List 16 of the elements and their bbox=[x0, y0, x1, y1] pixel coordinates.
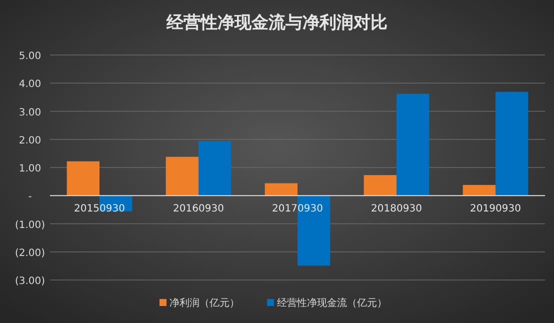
legend-label: 净利润（亿元） bbox=[170, 297, 240, 309]
x-tick-label: 20190930 bbox=[470, 204, 521, 215]
y-tick-label: - bbox=[28, 192, 32, 203]
x-tick-label: 20170930 bbox=[272, 204, 323, 215]
y-tick-label: 1.00 bbox=[18, 164, 42, 174]
y-tick-label: (3.00) bbox=[14, 276, 46, 287]
y-tick-label: 3.00 bbox=[18, 107, 42, 118]
legend-label: 经营性净现金流（亿元） bbox=[277, 297, 387, 309]
y-tick-label: 5.00 bbox=[18, 51, 42, 62]
y-tick-label: (2.00) bbox=[14, 248, 46, 259]
y-tick-label: 2.00 bbox=[18, 135, 42, 146]
chart-title: 经营性净现金流与净利润对比 bbox=[166, 13, 388, 33]
y-tick-label: (1.00) bbox=[14, 220, 46, 231]
y-tick-label: 4.00 bbox=[18, 79, 42, 90]
x-tick-label: 20180930 bbox=[371, 204, 422, 215]
x-tick-label: 20160930 bbox=[173, 204, 224, 215]
